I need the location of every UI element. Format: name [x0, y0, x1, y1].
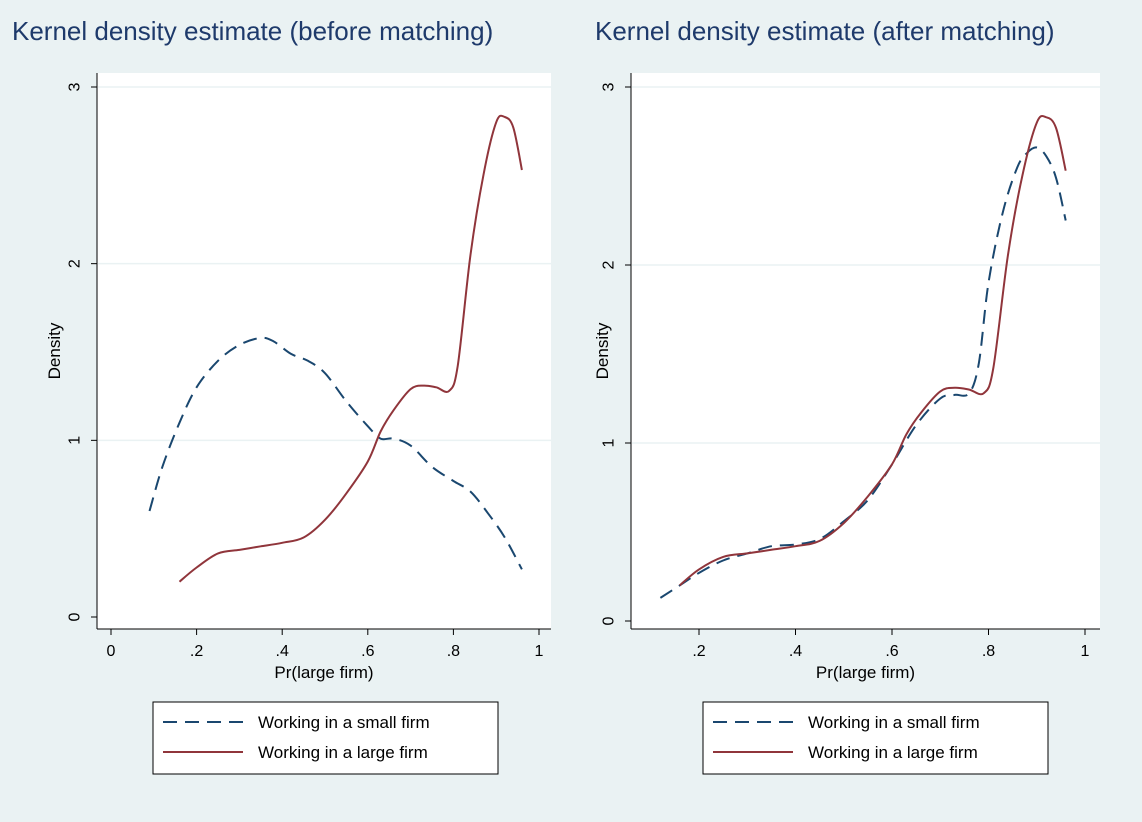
legend-label: Working in a large firm	[258, 743, 428, 762]
legend-label: Working in a small firm	[258, 713, 430, 732]
x-tick-label: 0	[107, 643, 116, 660]
x-tick-label: .2	[692, 643, 705, 660]
legend-box	[152, 701, 499, 775]
x-tick-label: 1	[1081, 643, 1090, 660]
x-tick-label: .8	[982, 643, 995, 660]
legend-box	[702, 701, 1049, 775]
x-tick-label: .6	[361, 643, 374, 660]
y-axis-label: Density	[45, 322, 64, 379]
x-tick-label: .4	[276, 643, 289, 660]
plot-area	[631, 73, 1100, 629]
y-tick-label: 3	[601, 82, 618, 91]
y-tick-label: 1	[601, 438, 618, 447]
x-tick-label: 1	[535, 643, 544, 660]
series-line-large-firm	[679, 114, 1067, 587]
legend: Working in a small firm Working in a larg…	[152, 701, 499, 775]
legend-label: Working in a large firm	[808, 743, 978, 762]
x-axis-label: Pr(large firm)	[816, 663, 915, 682]
legend: Working in a small firm Working in a larg…	[702, 701, 1049, 775]
chart-title: Kernel density estimate (before matching…	[12, 16, 493, 46]
series-line-large-firm	[178, 114, 523, 583]
x-tick-label: .8	[447, 643, 460, 660]
y-tick-label: 2	[67, 259, 84, 268]
legend-label: Working in a small firm	[808, 713, 980, 732]
panel-after-matching: Kernel density estimate (after matching)…	[593, 16, 1100, 775]
x-axis-label: Pr(large firm)	[274, 663, 373, 682]
y-tick-label: 3	[67, 82, 84, 91]
y-tick-label: 0	[67, 612, 84, 621]
chart-title: Kernel density estimate (after matching)	[595, 16, 1055, 46]
x-tick-label: .4	[789, 643, 802, 660]
y-axis-label: Density	[593, 322, 612, 379]
y-tick-label: 1	[67, 436, 84, 445]
y-tick-label: 2	[601, 260, 618, 269]
plot-area	[97, 73, 551, 629]
panel-before-matching: Kernel density estimate (before matching…	[12, 16, 551, 775]
y-tick-label: 0	[601, 616, 618, 625]
series-line-small-firm	[148, 336, 523, 570]
x-tick-label: .2	[190, 643, 203, 660]
x-tick-label: .6	[885, 643, 898, 660]
